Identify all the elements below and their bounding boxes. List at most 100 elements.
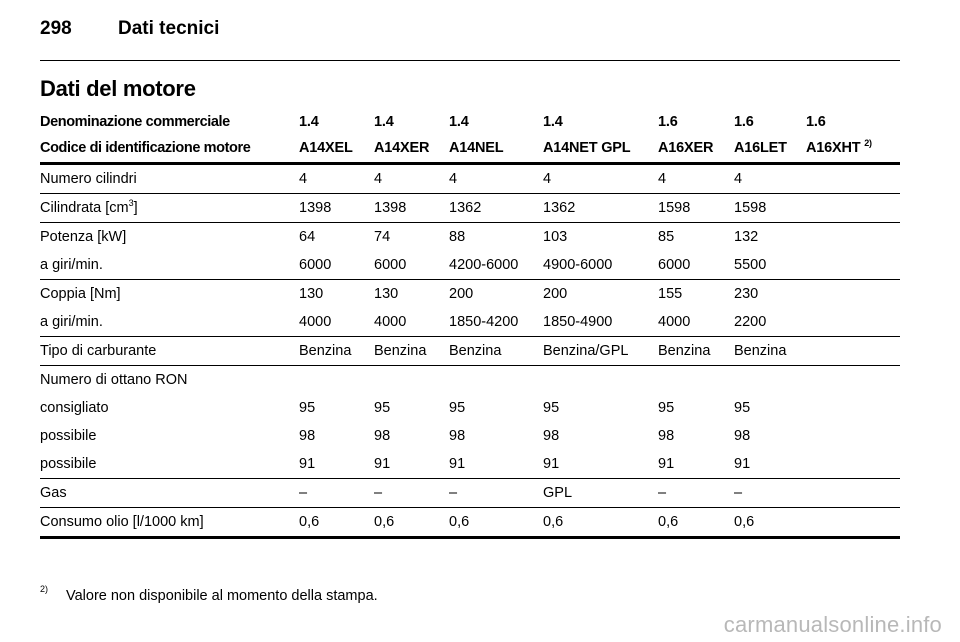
row-label: Numero cilindri <box>40 163 299 194</box>
table-cell: 91 <box>374 450 449 479</box>
table-cell <box>806 507 900 539</box>
table-cell <box>806 251 900 280</box>
table-cell <box>734 366 806 395</box>
table-cell: 91 <box>299 450 374 479</box>
table-cell: 4900-6000 <box>543 251 658 280</box>
table-cell: 4 <box>374 163 449 194</box>
table-cell <box>449 366 543 395</box>
table-cell: 130 <box>374 286 399 302</box>
table-cell: – <box>299 478 374 508</box>
table-row: Coppia [Nm] 130 130 200 200 155 230 <box>40 280 900 309</box>
table-cell: Benzina/GPL <box>543 336 658 366</box>
table-cell: 6000 <box>374 251 449 280</box>
header-cell: 1.6 <box>734 114 754 130</box>
header-cell: 1.4 <box>374 114 394 130</box>
row-label: Cilindrata [cm3] <box>40 193 299 223</box>
table-cell: Benzina <box>734 336 806 366</box>
table-cell: 95 <box>299 400 316 416</box>
table-cell: 1598 <box>658 193 734 223</box>
row-label: Numero di ottano RON <box>40 372 188 388</box>
row-label: Potenza [kW] <box>40 229 127 245</box>
table-row: Tipo di carburante Benzina Benzina Benzina B… <box>40 336 900 366</box>
row-label-superscript: 3 <box>128 198 134 208</box>
table-cell <box>374 366 449 395</box>
table-row: possibile 98 98 98 98 98 98 <box>40 422 900 450</box>
table-cell: 1598 <box>734 193 806 223</box>
header-row-engine-code: Codice di identificazione motore A14XEL … <box>40 134 900 165</box>
table-cell: 91 <box>543 450 658 479</box>
row-label: possibile <box>40 450 299 479</box>
row-label: a giri/min. <box>40 251 299 280</box>
table-cell: 0,6 <box>299 507 374 539</box>
table-body: Numero cilindri 4 4 4 4 4 4 Cilindrata [cm3] 139… <box>40 163 900 539</box>
table-cell: 98 <box>449 428 466 444</box>
table-cell: 1362 <box>449 193 543 223</box>
table-cell: 91 <box>658 450 734 479</box>
table-cell: – <box>449 478 543 508</box>
table-row: Consumo olio [l/1000 km] 0,6 0,6 0,6 0,6 0,6 0… <box>40 507 900 539</box>
table-cell: 132 <box>734 229 759 245</box>
table-cell: 103 <box>543 229 568 245</box>
footnote-text: Valore non disponibile al momento della … <box>66 588 378 604</box>
header-cell: A14NET GPL <box>543 134 658 165</box>
table-cell: 130 <box>299 286 324 302</box>
table-row: Potenza [kW] 64 74 88 103 85 132 <box>40 223 900 252</box>
row-label-suffix: ] <box>133 200 138 216</box>
table-cell: Benzina <box>299 336 374 366</box>
table-cell: 4000 <box>299 308 374 337</box>
page-header: 298 Dati tecnici <box>40 18 900 48</box>
header-cell: A14XEL <box>299 134 374 165</box>
table-cell: 95 <box>658 400 675 416</box>
section-title: Dati del motore <box>40 76 196 101</box>
table-cell: 6000 <box>658 251 734 280</box>
page-number: 298 <box>40 18 72 39</box>
row-label: a giri/min. <box>40 308 299 337</box>
watermark: carmanualsonline.info <box>723 612 942 637</box>
table-cell <box>806 163 900 194</box>
table-cell: 4 <box>299 163 374 194</box>
table-cell: 1398 <box>299 193 374 223</box>
table-cell: 4 <box>658 163 734 194</box>
table-row: consigliato 95 95 95 95 95 95 <box>40 394 900 422</box>
table-cell: 95 <box>543 400 560 416</box>
table-row: a giri/min. 6000 6000 4200-6000 4900-6000 600… <box>40 251 900 280</box>
row-label: Gas <box>40 478 299 508</box>
header-rule <box>40 60 900 61</box>
table-cell: 85 <box>658 229 675 245</box>
table-row: Numero cilindri 4 4 4 4 4 4 <box>40 163 900 194</box>
row-label-text: Cilindrata [cm <box>40 200 129 216</box>
table-cell: 4 <box>543 163 658 194</box>
table-cell: 88 <box>449 229 466 245</box>
header-cell: A16XER <box>658 134 734 165</box>
table-cell: – <box>374 478 449 508</box>
row-label: Tipo di carburante <box>40 336 299 366</box>
table-cell <box>806 366 900 395</box>
table-row: a giri/min. 4000 4000 1850-4200 1850-4900 400… <box>40 308 900 337</box>
table-cell: Benzina <box>449 336 543 366</box>
table-cell: 64 <box>299 229 316 245</box>
table-cell: 2200 <box>734 308 806 337</box>
table-cell <box>543 366 658 395</box>
table-cell: 1850-4900 <box>543 308 658 337</box>
header-cell: A14NEL <box>449 134 543 165</box>
header-cell: 1.4 <box>299 114 319 130</box>
table-cell: 98 <box>543 428 560 444</box>
table-cell: Benzina <box>658 336 734 366</box>
header-cell: 1.6 <box>806 114 826 130</box>
row-label: consigliato <box>40 400 109 416</box>
footnote-ref: 2) <box>864 138 872 148</box>
table-cell: 95 <box>734 400 751 416</box>
header-row-commercial-name: Denominazione commerciale 1.4 1.4 1.4 1.… <box>40 110 900 134</box>
row-label: Consumo olio [l/1000 km] <box>40 507 299 539</box>
table-cell: 1850-4200 <box>449 308 543 337</box>
table-row: possibile 91 91 91 91 91 91 <box>40 450 900 479</box>
table-cell <box>806 336 900 366</box>
table-cell: 95 <box>449 400 466 416</box>
table-cell <box>806 422 900 450</box>
table-cell: 74 <box>374 229 391 245</box>
table-cell: 0,6 <box>734 507 806 539</box>
header-cell: A14XER <box>374 134 449 165</box>
table-cell: 4000 <box>658 308 734 337</box>
table-cell <box>806 308 900 337</box>
table-cell <box>806 478 900 508</box>
